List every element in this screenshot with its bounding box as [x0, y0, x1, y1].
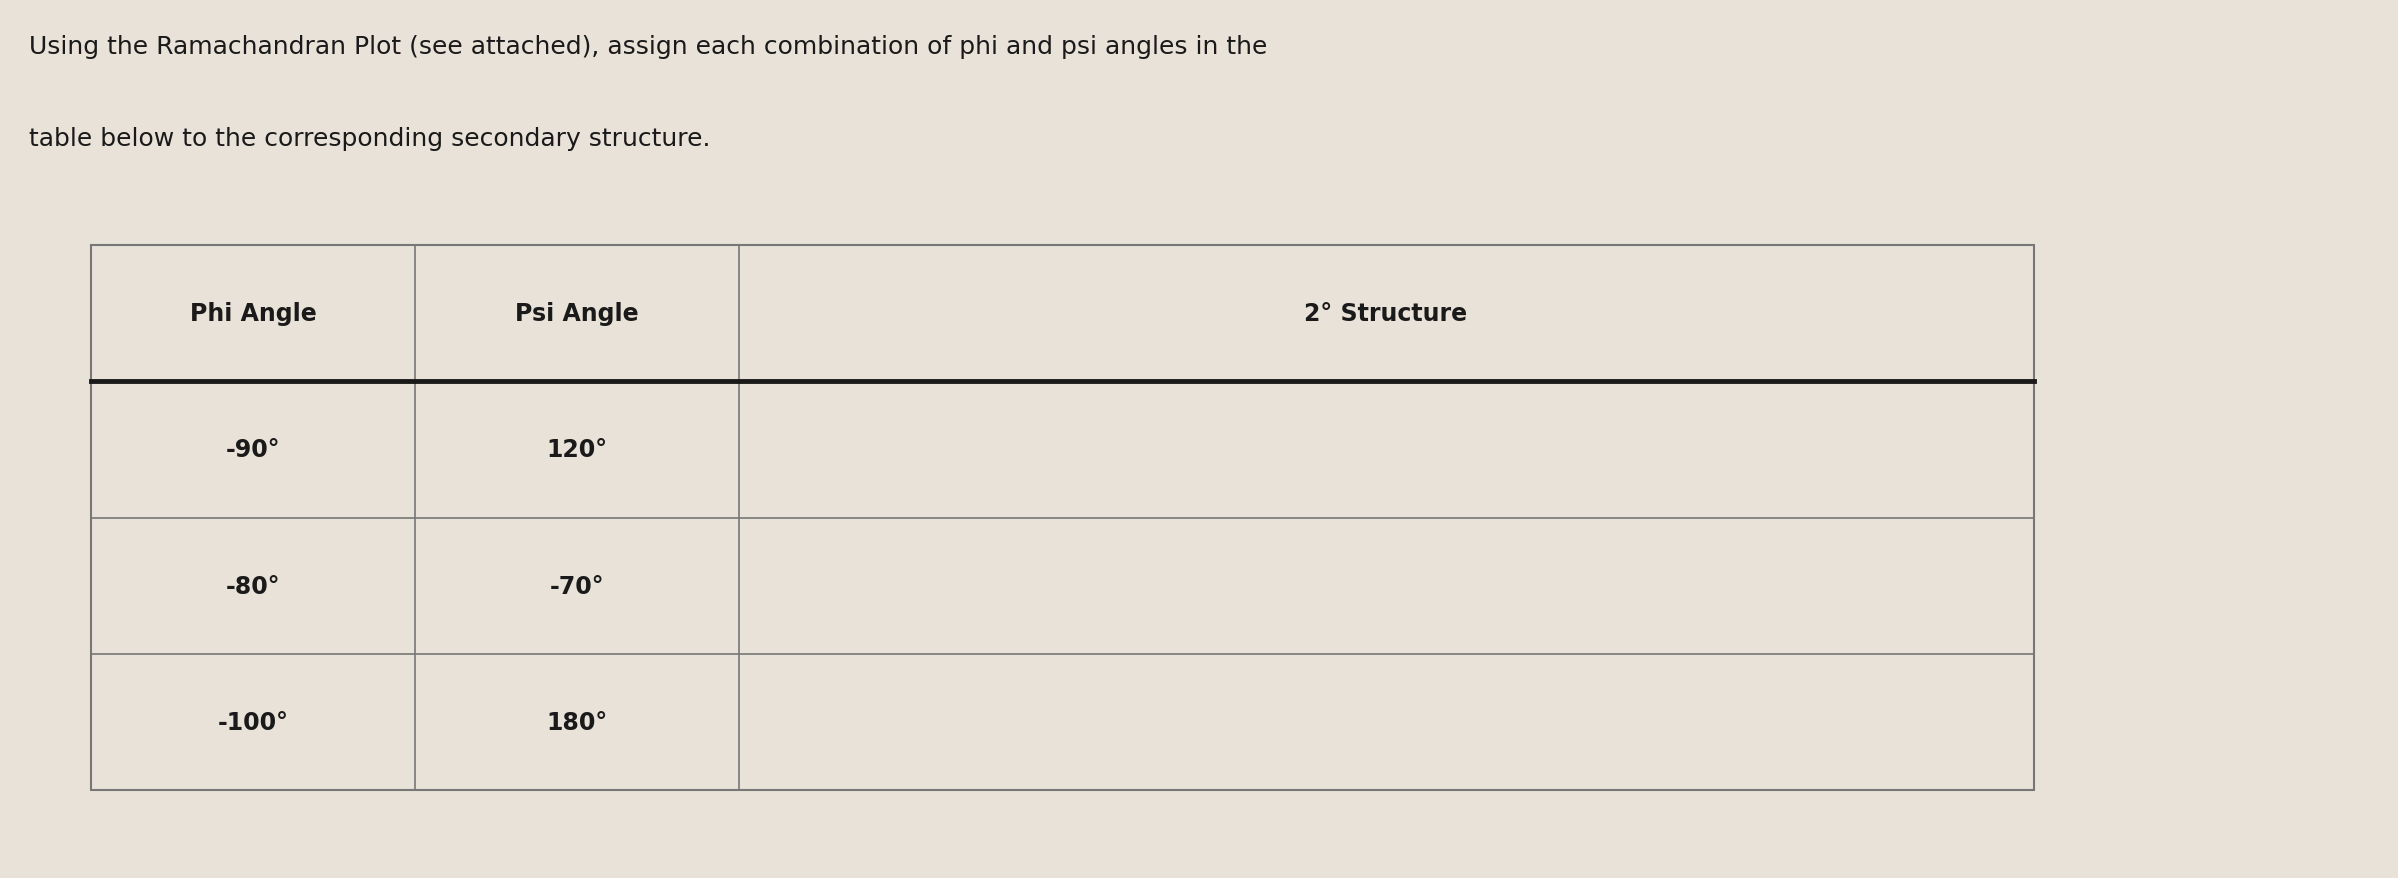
Text: 180°: 180° [547, 710, 607, 734]
Text: -100°: -100° [218, 710, 288, 734]
Text: Psi Angle: Psi Angle [516, 302, 638, 326]
Text: -90°: -90° [225, 438, 281, 462]
Text: Using the Ramachandran Plot (see attached), assign each combination of phi and p: Using the Ramachandran Plot (see attache… [29, 35, 1266, 59]
Text: table below to the corresponding secondary structure.: table below to the corresponding seconda… [29, 127, 710, 151]
Text: -70°: -70° [549, 574, 604, 598]
Text: -80°: -80° [225, 574, 281, 598]
Text: 120°: 120° [547, 438, 607, 462]
Text: Phi Angle: Phi Angle [189, 302, 317, 326]
Text: 2° Structure: 2° Structure [1305, 302, 1468, 326]
